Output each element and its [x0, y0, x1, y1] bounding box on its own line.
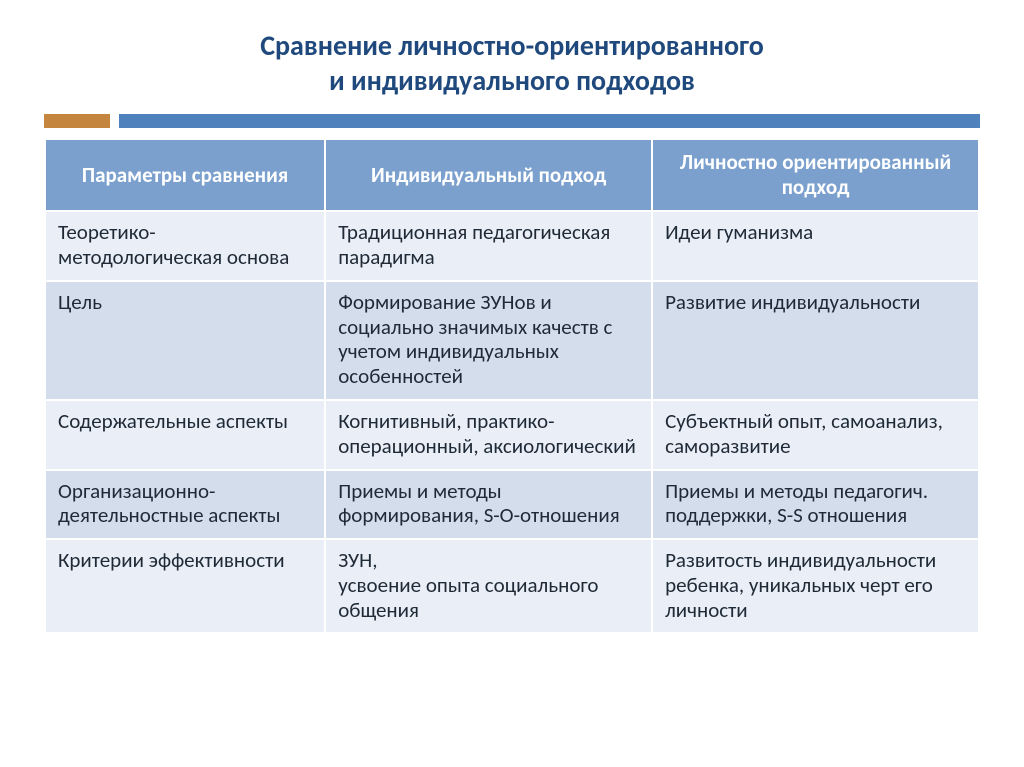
- table-cell: Организационно-деятельностные аспекты: [45, 470, 325, 540]
- comparison-table: Параметры сравнения Индивидуальный подхо…: [44, 138, 980, 634]
- table-cell: Критерии эффективности: [45, 539, 325, 633]
- table-cell: Приемы и методы формирования, S-O-отноше…: [325, 470, 652, 540]
- table-cell: Когнитивный, практико-операционный, акси…: [325, 400, 652, 470]
- table-row: Организационно-деятельностные аспектыПри…: [45, 470, 979, 540]
- table-row: ЦельФормирование ЗУНов и социально значи…: [45, 281, 979, 400]
- table-row: Содержательные аспектыКогнитивный, практ…: [45, 400, 979, 470]
- table-cell: Формирование ЗУНов и социально значимых …: [325, 281, 652, 400]
- table-row: Критерии эффективностиЗУН,усвоение опыта…: [45, 539, 979, 633]
- table-cell: Приемы и методы педагогич. поддержки, S-…: [652, 470, 979, 540]
- accent-bar-right: [119, 114, 980, 128]
- header-cell: Параметры сравнения: [45, 139, 325, 211]
- table-cell: ЗУН,усвоение опыта социального общения: [325, 539, 652, 633]
- table-cell: Цель: [45, 281, 325, 400]
- table-cell: Развитие индивидуальности: [652, 281, 979, 400]
- table-header-row: Параметры сравнения Индивидуальный подхо…: [45, 139, 979, 211]
- table-cell: Традиционная педагогическая парадигма: [325, 211, 652, 281]
- title-line-2: и индивидуального подходов: [329, 63, 695, 98]
- table-row: Теоретико-методологическая основаТрадици…: [45, 211, 979, 281]
- slide: Сравнение личностно-ориентированного и и…: [0, 0, 1024, 767]
- table-cell: Теоретико-методологическая основа: [45, 211, 325, 281]
- accent-bar-left: [44, 114, 110, 128]
- table-cell: Развитость индивидуальности ребенка, уни…: [652, 539, 979, 633]
- table-cell: Субъектный опыт, самоанализ, саморазвити…: [652, 400, 979, 470]
- slide-title: Сравнение личностно-ориентированного и и…: [44, 28, 980, 98]
- table-cell: Идеи гуманизма: [652, 211, 979, 281]
- table-body: Теоретико-методологическая основаТрадици…: [45, 211, 979, 633]
- header-cell: Личностно ориентированный подход: [652, 139, 979, 211]
- table-cell: Содержательные аспекты: [45, 400, 325, 470]
- title-line-1: Сравнение личностно-ориентированного: [260, 28, 764, 63]
- accent-bar: [44, 114, 980, 128]
- header-cell: Индивидуальный подход: [325, 139, 652, 211]
